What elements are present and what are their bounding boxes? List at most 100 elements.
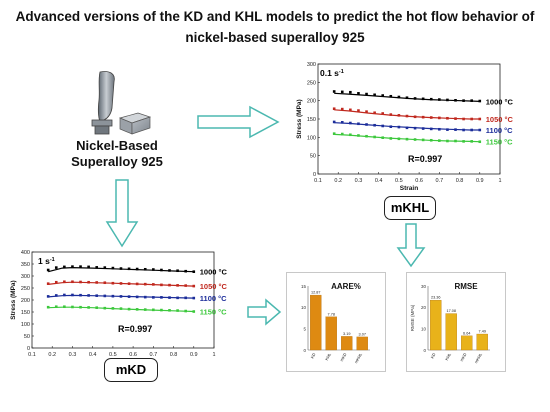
mkhl-data-point (340, 121, 344, 124)
mkhl-ytick-label: 250 (307, 80, 316, 86)
aare-title: AARE% (331, 282, 361, 291)
rmse-bar-chart: 0 10 20 30 23.36 KD 17.08 KHL 6.64 mKD 7.49 mKHL RMS… (406, 272, 506, 372)
mkd-data-point (127, 295, 131, 298)
mkd-data-point (143, 282, 147, 286)
mkhl-data-point (340, 132, 344, 136)
mkd-data-point (54, 266, 58, 269)
mkd-ytick-label: 350 (21, 262, 30, 268)
mkd-data-point (54, 280, 58, 284)
mkd-data-point (103, 306, 107, 310)
mkhl-data-point (438, 116, 441, 120)
mkhl-data-point (397, 125, 401, 129)
mkd-data-point (79, 293, 82, 297)
aare-bar (356, 336, 368, 351)
mkhl-data-point (373, 111, 376, 115)
mkhl-data-point (349, 133, 352, 137)
mkhl-data-point (421, 127, 425, 130)
mkd-data-point (46, 268, 50, 272)
mkd-data-point (168, 283, 171, 287)
mkd-data-point (135, 308, 139, 311)
mkhl-xtick-label: 0.2 (334, 178, 342, 184)
mkhl-data-point (405, 126, 409, 130)
mkhl-stress-strain-chart: 0.1 0.2 0.3 0.4 0.5 0.6 0.7 0.8 0.9 1 0 50 100 150 200… (296, 62, 514, 192)
mkd-data-point (46, 282, 50, 285)
mkhl-data-point (429, 127, 433, 131)
mkhl-ytick-label: 300 (307, 62, 316, 68)
mkd-rate-exponent: -1 (50, 257, 55, 263)
mkhl-xtick-label: 0.5 (395, 178, 403, 184)
mkd-ytick-label: 150 (21, 310, 30, 316)
mkd-data-point (111, 266, 115, 270)
mkhl-data-point (340, 90, 344, 94)
mkhl-xtick-label: 0.8 (456, 178, 464, 184)
mkhl-data-point (470, 117, 473, 121)
mkhl-data-point (357, 92, 360, 95)
mkd-data-point (192, 270, 196, 273)
mkhl-data-point (421, 138, 425, 142)
mkd-data-point (95, 266, 99, 269)
mkd-data-point (63, 293, 66, 297)
mkhl-data-point (349, 121, 352, 125)
rmse-bar-value-label: 23.36 (431, 296, 441, 300)
rmse-bar (445, 313, 457, 351)
mkd-data-point (184, 309, 187, 313)
rmse-bar-value-label: 6.64 (463, 331, 470, 335)
mkhl-data-point (438, 127, 441, 131)
mkd-data-point (184, 296, 187, 300)
mkhl-series-label-1: 1050 °C (486, 115, 514, 124)
mkhl-xtick-label: 1 (498, 178, 501, 184)
mkd-data-point (135, 295, 139, 299)
mkd-series-label-1: 1050 °C (200, 282, 228, 291)
mkhl-data-point (365, 123, 368, 126)
mkhl-data-point (365, 92, 368, 96)
mkhl-ytick-label: 0 (313, 172, 316, 178)
mkhl-ytick-label: 100 (307, 135, 316, 141)
mkhl-strain-rate-label: 0.1 s-1 (320, 68, 344, 78)
mkhl-axes: 0.1 0.2 0.3 0.4 0.5 0.6 0.7 0.8 0.9 1 0 50 100 150 200… (296, 62, 502, 192)
mkd-data-point (119, 307, 123, 310)
mkd-data-point (95, 281, 99, 284)
mkd-series-label-0: 1000 °C (200, 268, 228, 277)
mkhl-data-point (357, 109, 360, 112)
mkd-data-point (111, 307, 115, 310)
aare-category-label: KHL (324, 351, 333, 361)
mkd-data-point (79, 305, 82, 309)
mkhl-data-point (405, 137, 409, 141)
mkhl-data-point (470, 128, 473, 132)
mkhl-ytick-label: 200 (307, 99, 316, 105)
mkd-r-label: R=0.997 (118, 324, 152, 334)
mkd-data-point (176, 269, 179, 273)
mkhl-data-point (373, 123, 376, 127)
aare-bar (310, 294, 322, 351)
mkd-data-point (152, 308, 155, 312)
mkhl-data-point (462, 117, 465, 121)
mkhl-data-point (389, 94, 393, 98)
mkd-data-point (127, 282, 131, 285)
mkd-data-point (127, 307, 131, 311)
mkhl-xtick-label: 0.7 (436, 178, 444, 184)
mkd-data-point (63, 265, 66, 269)
rmse-ytick-label: 20 (421, 305, 427, 310)
mkd-data-point (176, 296, 179, 300)
mkd-data-point (143, 308, 147, 311)
rmse-bar (461, 335, 473, 351)
rmse-y-axis-label: RMSE (MPa) (410, 304, 415, 331)
mkhl-data-point (462, 99, 465, 102)
mkhl-ytick-label: 50 (310, 154, 316, 160)
mkhl-data-point (478, 99, 482, 103)
rmse-bar (476, 333, 488, 351)
mkd-data-point (87, 280, 90, 284)
mkd-data-point (46, 295, 50, 298)
mkd-data-point (192, 284, 196, 288)
mkhl-data-point (373, 135, 376, 139)
mkd-xtick-label: 0.2 (48, 352, 56, 358)
rmse-title: RMSE (454, 282, 478, 291)
aare-ytick-label: 0 (303, 348, 306, 353)
mkd-ytick-label: 100 (21, 322, 30, 328)
mkd-data-point (103, 294, 107, 298)
mkhl-data-point (381, 94, 385, 97)
mkhl-data-point (332, 90, 336, 93)
mkhl-data-point (397, 137, 401, 141)
mkd-data-point (192, 310, 196, 313)
material-label-line2: Superalloy 925 (71, 154, 163, 169)
